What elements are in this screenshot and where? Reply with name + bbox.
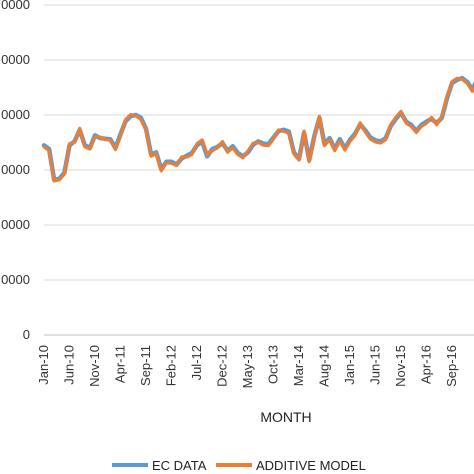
- x-tick-label: Sep-11: [138, 345, 153, 386]
- x-tick-label: Apr-11: [113, 345, 128, 383]
- series-line-ec-data: [41, 75, 474, 183]
- x-tick-label: Oct-13: [266, 345, 281, 384]
- x-tick-label: Jul-12: [189, 345, 204, 380]
- x-tick-label: Jun-10: [62, 345, 77, 385]
- legend-label-ec-data: EC DATA: [152, 458, 207, 473]
- x-tick-label: Feb-12: [164, 345, 179, 386]
- legend: EC DATA ADDITIVE MODEL: [112, 458, 366, 473]
- legend-label-additive-model: ADDITIVE MODEL: [256, 458, 366, 473]
- x-tick-label: Sep-16: [444, 345, 459, 387]
- y-tick-label: 0000: [1, 217, 30, 232]
- y-tick-label: 0000: [1, 107, 30, 122]
- y-tick-label: 0000: [1, 162, 30, 177]
- x-tick-label: Nov-10: [87, 345, 102, 387]
- x-tick-label: Mar-14: [291, 345, 306, 386]
- series-line-additive-model: [42, 76, 474, 183]
- series-lines: [41, 75, 474, 183]
- x-tick-label: Jun-15: [368, 345, 383, 385]
- x-tick-label: Jan-15: [342, 345, 357, 385]
- x-tick-label: Nov-15: [393, 345, 408, 387]
- x-tick-label: Dec-12: [215, 345, 230, 387]
- x-tick-label: May-13: [240, 345, 255, 388]
- x-axis-ticks: Jan-10 Jun-10 Nov-10 Apr-11 Sep-11 Feb-12 Jul-…: [36, 345, 459, 388]
- y-tick-label: 0000: [1, 272, 30, 287]
- y-tick-label: 0000: [1, 52, 30, 67]
- y-tick-label: 0000: [1, 0, 30, 12]
- gridlines: [44, 4, 474, 281]
- x-tick-label: Apr-16: [419, 345, 434, 384]
- y-tick-label: 0: [23, 327, 30, 342]
- x-axis-title: MONTH: [260, 409, 311, 425]
- x-tick-label: Jan-10: [36, 345, 51, 385]
- x-tick-label: Aug-14: [317, 345, 332, 387]
